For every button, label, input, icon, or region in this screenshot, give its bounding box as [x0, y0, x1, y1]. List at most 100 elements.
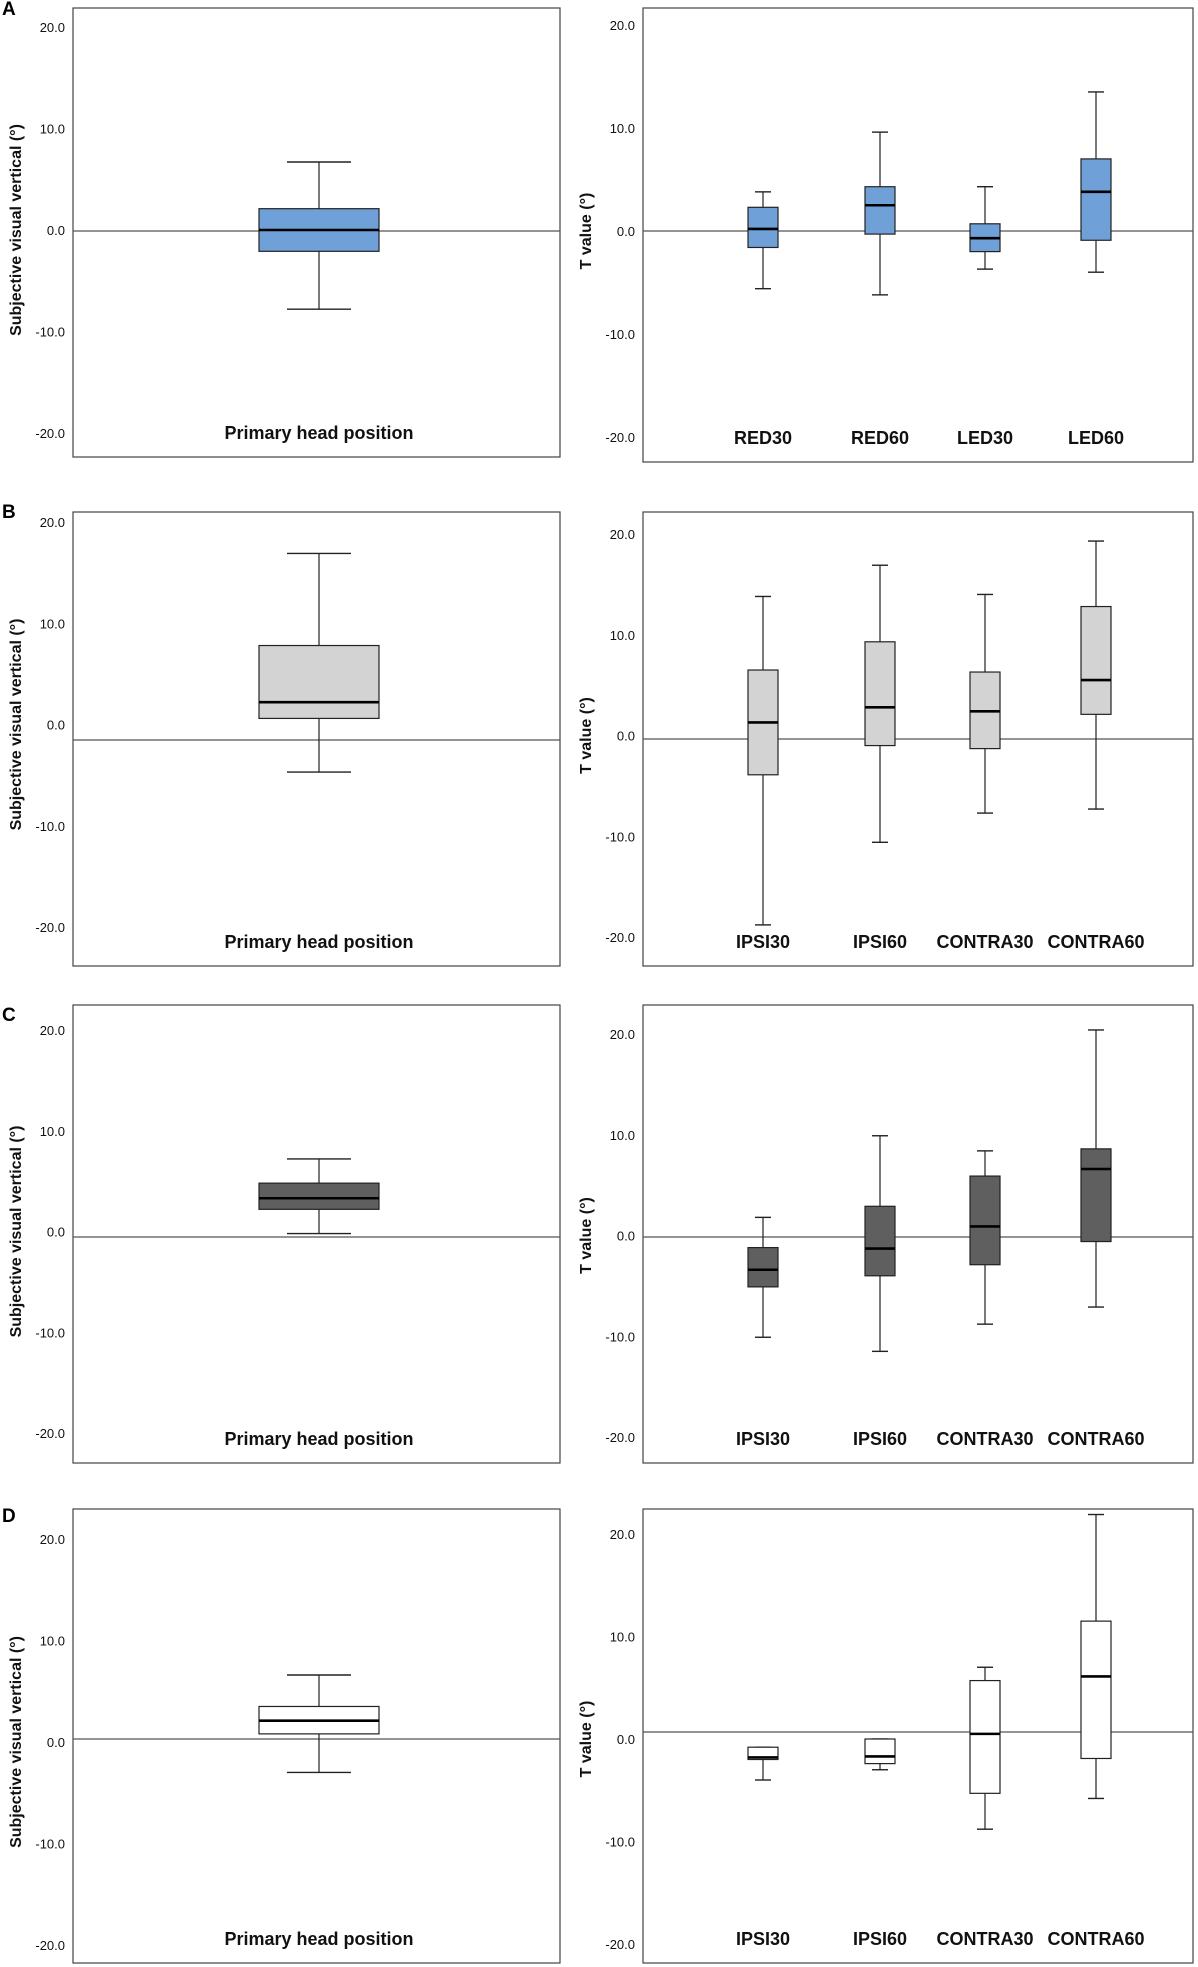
y-tick-label: 10.0 — [40, 1634, 65, 1649]
plot-frame — [72, 1508, 561, 1964]
chart-panel-d-right: 20.0 10.0 0.0 -10.0 -20.0 T value (°) IPSI30 IP… — [578, 1508, 1194, 1964]
y-tick-label: -10.0 — [605, 829, 635, 844]
y-tick-label: -20.0 — [35, 1426, 65, 1441]
iqr-box — [864, 186, 896, 235]
x-category-label: LED60 — [1068, 428, 1124, 448]
panel-letter: B — [2, 502, 16, 523]
y-tick-label: 10.0 — [610, 1630, 635, 1645]
y-axis-label: Subjective visual vertical (°) — [8, 1636, 25, 1848]
chart-panel-a-left: A 20.0 10.0 0.0 -10.0 -20.0 Subjective visual … — [2, 0, 561, 458]
box-primary-head-position: Primary head position — [224, 552, 414, 952]
y-tick-label: 0.0 — [617, 1229, 635, 1244]
box-contra30: CONTRA30 — [936, 593, 1034, 952]
box-ipsi30: IPSI30 — [736, 1216, 790, 1449]
y-tick-label: 20.0 — [40, 1023, 65, 1038]
y-tick-label: 0.0 — [47, 1225, 65, 1240]
iqr-box — [1080, 1620, 1112, 1760]
y-tick-label: 10.0 — [40, 122, 65, 137]
box-ipsi30: IPSI30 — [736, 595, 790, 952]
y-tick-label: 10.0 — [610, 1128, 635, 1143]
y-axis-label: T value (°) — [578, 697, 595, 774]
iqr-box — [969, 1175, 1001, 1266]
y-tick-label: -20.0 — [605, 430, 635, 445]
box-contra30: CONTRA30 — [936, 1666, 1034, 1949]
iqr-box — [258, 644, 380, 720]
y-tick-label: -20.0 — [605, 1937, 635, 1952]
iqr-box — [1080, 605, 1112, 715]
iqr-box — [258, 1182, 380, 1210]
plot-frame — [642, 7, 1194, 463]
y-tick-label: 0.0 — [47, 718, 65, 733]
iqr-box — [1080, 1148, 1112, 1243]
iqr-box — [969, 1679, 1001, 1794]
x-category-label: IPSI30 — [736, 1429, 790, 1449]
y-tick-label: 20.0 — [610, 1527, 635, 1542]
y-tick-label: -20.0 — [35, 426, 65, 441]
chart-panel-c-right: 20.0 10.0 0.0 -10.0 -20.0 T value (°) IPSI30 IP… — [578, 1004, 1194, 1464]
y-tick-label: 0.0 — [617, 224, 635, 239]
chart-panel-c-left: C 20.0 10.0 0.0 -10.0 -20.0 Subjective visual … — [2, 1004, 561, 1464]
x-category-label: IPSI30 — [736, 932, 790, 952]
x-category-label: CONTRA30 — [936, 1929, 1033, 1949]
iqr-box — [747, 206, 779, 249]
x-category-label: IPSI60 — [853, 932, 907, 952]
y-tick-label: -20.0 — [35, 920, 65, 935]
x-category-label: IPSI60 — [853, 1929, 907, 1949]
y-tick-label: 20.0 — [40, 20, 65, 35]
box-primary-head-position: Primary head position — [224, 1674, 414, 1949]
iqr-box — [1080, 158, 1112, 241]
y-axis-label: Subjective visual vertical (°) — [8, 1126, 25, 1338]
iqr-box — [747, 1246, 779, 1288]
y-tick-label: -10.0 — [35, 1325, 65, 1340]
y-tick-label: 0.0 — [617, 729, 635, 744]
chart-panel-b-right: 20.0 10.0 0.0 -10.0 -20.0 T value (°) IPSI30 IP… — [578, 511, 1194, 967]
y-tick-label: 20.0 — [40, 515, 65, 530]
y-tick-label: -10.0 — [605, 1835, 635, 1850]
x-category-label: RED60 — [851, 428, 909, 448]
y-tick-label: -10.0 — [35, 325, 65, 340]
y-tick-label: -10.0 — [605, 327, 635, 342]
y-tick-label: 10.0 — [40, 1124, 65, 1139]
y-axis-label: T value (°) — [578, 193, 595, 270]
y-tick-label: -20.0 — [605, 930, 635, 945]
y-tick-label: 20.0 — [610, 18, 635, 33]
box-led30: LED30 — [957, 186, 1013, 448]
y-tick-label: 20.0 — [610, 1027, 635, 1042]
x-category-label: CONTRA30 — [936, 932, 1033, 952]
iqr-box — [864, 1205, 896, 1277]
plot-frame — [72, 7, 561, 458]
x-category-label: IPSI60 — [853, 1429, 907, 1449]
box-contra60: CONTRA60 — [1047, 1029, 1145, 1449]
box-ipsi60: IPSI60 — [853, 1738, 907, 1949]
y-tick-label: -20.0 — [35, 1938, 65, 1953]
box-primary-head-position: Primary head position — [224, 161, 414, 443]
chart-panel-a-right: 20.0 10.0 0.0 -10.0 -20.0 T value (°) RED30 RED… — [578, 7, 1194, 463]
iqr-box — [864, 641, 896, 747]
box-primary-head-position: Primary head position — [224, 1158, 414, 1449]
y-tick-label: 10.0 — [40, 616, 65, 631]
y-axis-label: T value (°) — [578, 1701, 595, 1778]
y-tick-label: -10.0 — [35, 819, 65, 834]
box-ipsi60: IPSI60 — [853, 1135, 907, 1449]
plot-frame — [642, 1508, 1194, 1964]
box-ipsi30: IPSI30 — [736, 1746, 790, 1949]
y-tick-label: 20.0 — [610, 527, 635, 542]
box-contra60: CONTRA60 — [1047, 540, 1145, 952]
x-category-label: LED30 — [957, 428, 1013, 448]
box-contra30: CONTRA30 — [936, 1150, 1034, 1449]
box-contra60: CONTRA60 — [1047, 1513, 1145, 1949]
y-axis-label: T value (°) — [578, 1197, 595, 1274]
y-tick-label: 0.0 — [47, 1735, 65, 1750]
iqr-box — [864, 1738, 896, 1765]
x-category-label: Primary head position — [224, 423, 413, 443]
x-category-label: Primary head position — [224, 1929, 413, 1949]
y-tick-label: 0.0 — [617, 1732, 635, 1747]
y-tick-label: 10.0 — [610, 628, 635, 643]
x-category-label: CONTRA60 — [1047, 1429, 1144, 1449]
y-axis-label: Subjective visual vertical (°) — [8, 619, 25, 831]
plot-frame — [72, 1004, 561, 1464]
x-category-label: CONTRA30 — [936, 1429, 1033, 1449]
y-axis-label: Subjective visual vertical (°) — [8, 124, 25, 336]
x-category-label: CONTRA60 — [1047, 932, 1144, 952]
